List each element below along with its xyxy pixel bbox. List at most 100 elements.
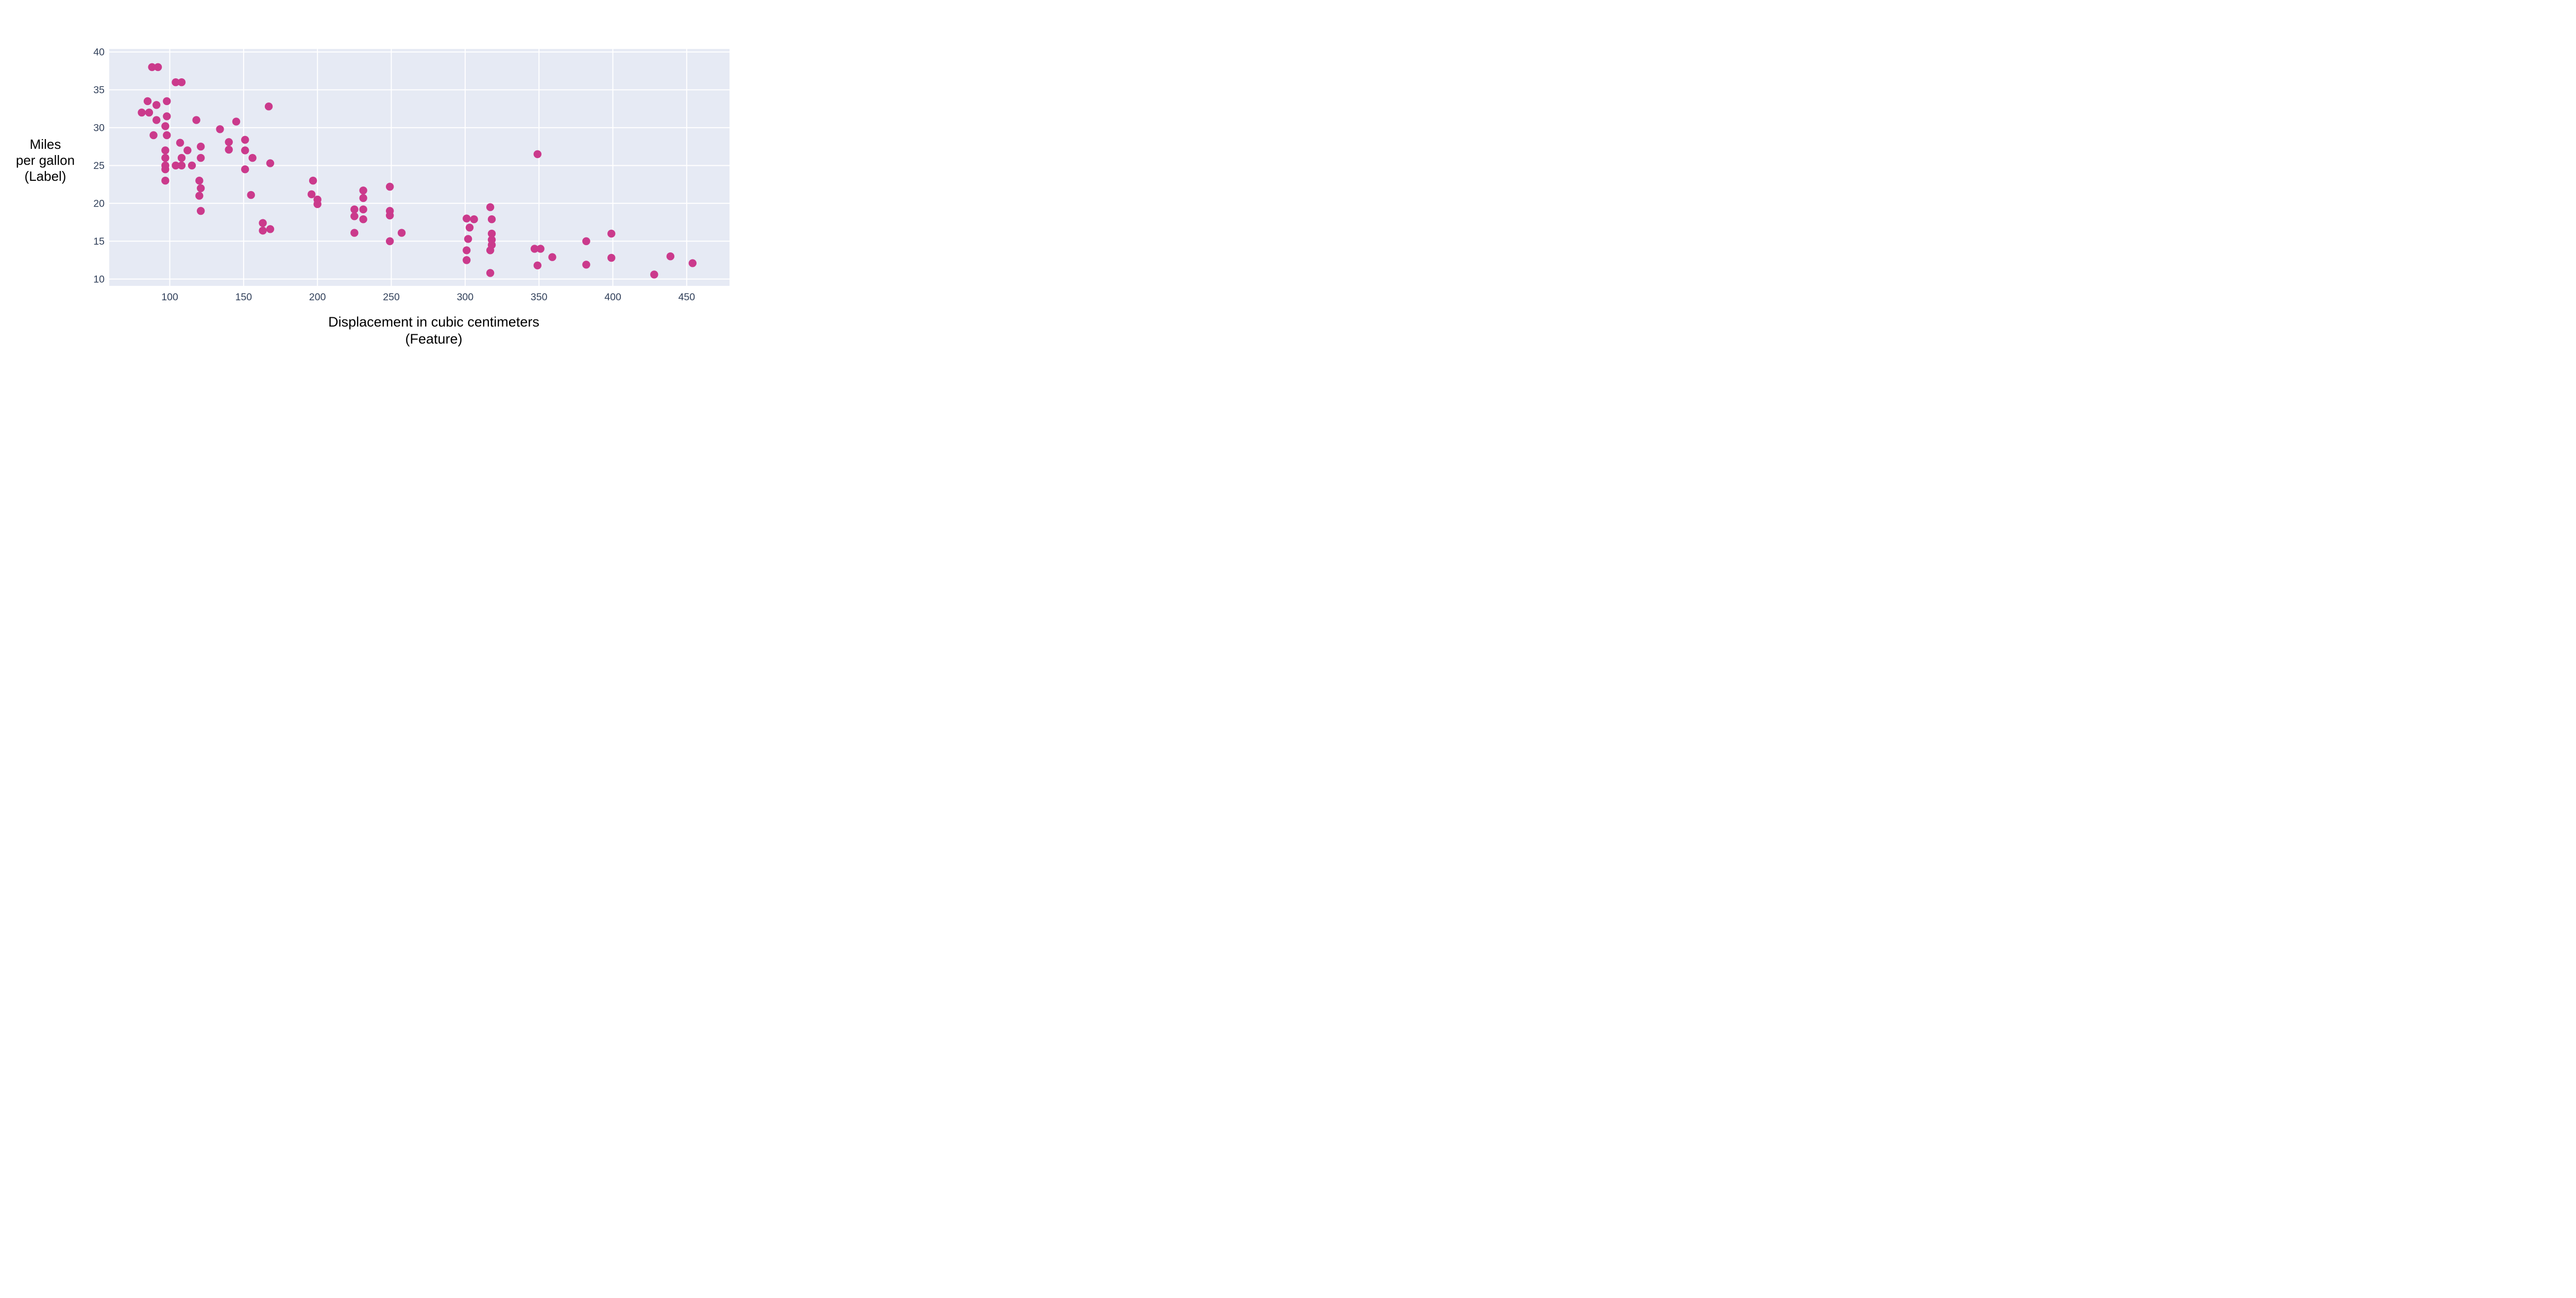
data-point [650,270,658,279]
data-point [195,177,204,185]
data-point [350,212,359,220]
data-point [248,153,257,162]
data-point [143,97,152,106]
data-point [350,205,359,214]
y-axis-label-line: Miles [29,136,61,152]
data-point [225,138,233,146]
data-point [195,192,204,200]
x-axis-label: Displacement in cubic centimeters (Featu… [124,314,744,348]
data-point [145,108,154,117]
y-tick-label: 35 [93,84,105,96]
x-tick-label: 400 [604,292,621,303]
data-point [197,153,205,162]
x-tick-label: 250 [383,292,400,303]
plot-area: 10 15 20 25 30 35 40 100 150 200 250 300 350 400 450 [93,46,730,303]
data-point [197,184,205,193]
scatter-figure: 10 15 20 25 30 35 40 100 150 200 250 300 350 400 450 M… [0,0,808,386]
data-point [463,246,471,254]
data-point [163,131,171,140]
data-point [192,116,200,124]
y-axis-label: Miles per gallon (Label) [4,136,87,184]
x-tick-label: 150 [235,292,252,303]
data-point [607,229,616,238]
data-point [470,215,478,224]
data-point [247,191,255,199]
data-point [309,177,317,185]
data-point [241,146,249,155]
data-point [533,261,542,269]
x-axis-label-line: Displacement in cubic centimeters [328,314,539,330]
data-point [197,142,205,151]
y-axis-label-line: (Label) [24,168,66,184]
data-point [487,229,496,238]
data-point [350,229,359,237]
data-point [152,116,161,124]
x-axis-label-line: (Feature) [405,331,463,347]
data-point [386,237,394,245]
y-tick-label: 25 [93,160,105,172]
x-tick-label: 350 [531,292,548,303]
data-point [161,153,170,162]
data-point [266,159,275,167]
data-point [216,125,224,133]
data-point [607,253,616,262]
data-point [359,215,367,224]
y-tick-label: 20 [93,198,105,209]
data-point [487,215,496,224]
data-point [161,146,170,155]
x-tick-label: 200 [309,292,326,303]
data-point [152,101,161,109]
data-point [177,161,186,169]
y-tick-label: 15 [93,236,105,247]
data-point [177,78,186,87]
data-point [259,219,267,227]
data-point [176,139,184,147]
data-point [313,200,321,208]
data-point [161,165,170,174]
data-point [463,214,471,223]
data-point [241,165,249,174]
data-point [188,161,196,169]
data-point [582,261,590,269]
data-point [536,245,545,253]
data-point [172,78,180,87]
data-point [486,203,495,211]
data-point [465,224,474,232]
data-point [163,97,171,106]
data-point [688,259,697,267]
data-point [232,117,241,126]
data-point [359,205,367,214]
data-point [241,135,249,144]
data-point [359,186,367,195]
data-point [359,194,367,202]
data-point [464,235,472,243]
data-point [183,146,192,155]
data-point [548,253,556,261]
data-point [264,103,273,111]
data-point [154,63,162,71]
data-point [138,108,146,117]
data-point [533,150,542,158]
x-tick-label: 450 [679,292,696,303]
data-point [530,245,539,253]
plot-background [109,49,730,286]
data-point [161,122,170,130]
data-point [308,190,316,198]
data-point [225,145,233,154]
data-point [582,237,590,245]
y-tick-label: 40 [93,46,105,58]
data-point [172,161,180,169]
data-point [148,63,156,71]
data-point [163,112,171,121]
data-point [177,153,186,162]
x-tick-label: 100 [161,292,178,303]
y-axis-label-line: per gallon [15,152,75,168]
x-tick-label: 300 [457,292,474,303]
data-point [197,207,205,215]
data-point [149,131,158,140]
data-point [386,211,394,219]
data-point [463,256,471,264]
data-point [266,225,275,233]
data-point [161,177,170,185]
data-point [386,182,394,191]
